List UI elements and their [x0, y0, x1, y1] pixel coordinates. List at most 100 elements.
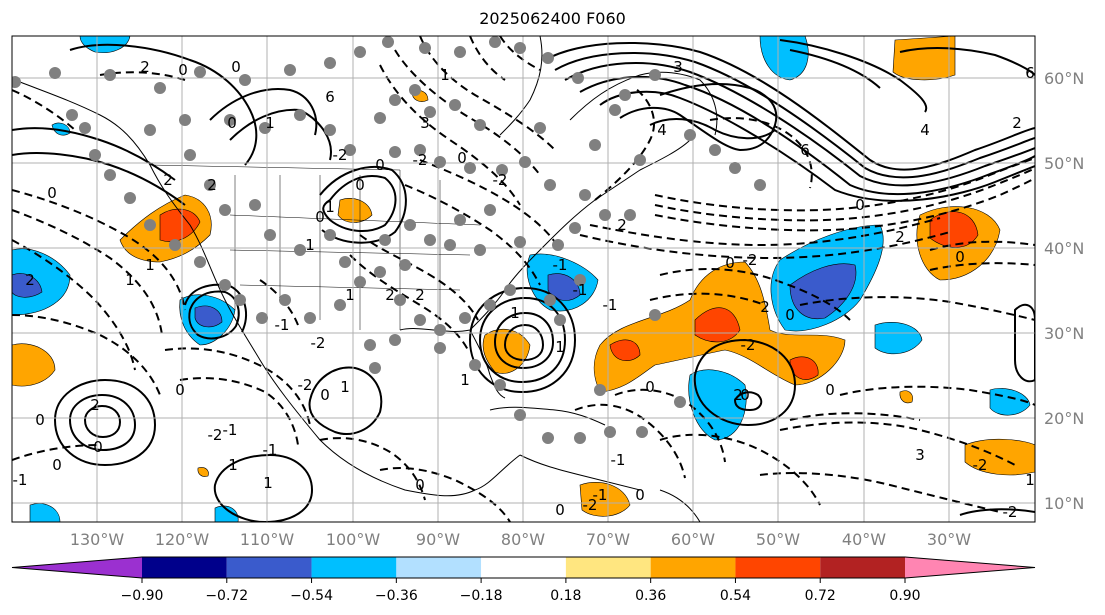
lon-label: 130°W	[70, 530, 125, 549]
station-dot	[104, 169, 116, 181]
contour-label: 0	[178, 61, 188, 79]
contour-label: -2	[493, 171, 508, 189]
station-dot	[334, 299, 346, 311]
station-dot	[219, 204, 231, 216]
contour-label: 2	[207, 176, 217, 194]
contour-label: 1	[325, 198, 335, 216]
colorbar-segment	[650, 557, 736, 578]
colorbar-label: −0.90	[121, 588, 164, 604]
station-dot	[104, 69, 116, 81]
contour-label: 1	[305, 236, 315, 254]
contour-label: 0	[635, 486, 645, 504]
contour-label: -2	[973, 456, 988, 474]
station-dot	[382, 36, 394, 48]
contour-label: -1	[573, 281, 588, 299]
red-core-west-us	[159, 208, 201, 242]
dashed-contours	[12, 36, 1035, 522]
station-dot	[304, 312, 316, 324]
contour-label: 3	[915, 446, 925, 464]
contour-label: 3	[420, 114, 430, 132]
contour-label: 0	[52, 456, 62, 474]
station-dot	[399, 259, 411, 271]
contour-label: 3	[673, 58, 683, 76]
station-dot	[599, 209, 611, 221]
contour-label: -2	[298, 376, 313, 394]
contour-label: -2	[311, 334, 326, 352]
station-dot	[474, 244, 486, 256]
contour-label: 0	[375, 156, 385, 174]
station-dot	[489, 36, 501, 48]
lon-label: 30°W	[927, 530, 971, 549]
station-dot	[374, 266, 386, 278]
contour-label: -2	[741, 336, 756, 354]
station-dot	[324, 57, 336, 69]
station-dot	[256, 312, 268, 324]
lon-label: 40°W	[842, 530, 886, 549]
station-dot	[484, 204, 496, 216]
station-dot	[484, 299, 496, 311]
contour-label: -2	[743, 251, 758, 269]
station-dot	[469, 359, 481, 371]
station-dot	[249, 199, 261, 211]
colorbar-label: 0.18	[550, 588, 581, 604]
station-dot	[264, 229, 276, 241]
lat-label: 20°N	[1044, 409, 1084, 428]
station-dot	[369, 362, 381, 374]
contour-label: 0	[457, 149, 467, 167]
station-dot	[684, 129, 696, 141]
contour-label: 1	[145, 256, 155, 274]
map-frame	[11, 35, 1036, 523]
blue-anomaly-central-atlantic	[874, 321, 923, 355]
station-dot	[194, 66, 206, 78]
blue-anomaly-west-coast	[51, 122, 71, 136]
contour-label: 6	[800, 141, 810, 159]
contour-label: 1	[125, 271, 135, 289]
contour-label: 1	[555, 338, 565, 356]
station-dot	[634, 154, 646, 166]
station-dot	[414, 144, 426, 156]
station-dot	[494, 379, 506, 391]
station-dot	[404, 219, 416, 231]
orange-anomaly-small-se	[899, 390, 913, 404]
colorbar-label: −0.54	[290, 588, 333, 604]
contour-label: 0	[320, 386, 330, 404]
station-dot	[389, 334, 401, 346]
lat-label: 10°N	[1044, 494, 1084, 513]
colorbar-label: −0.72	[205, 588, 248, 604]
lon-label: 110°W	[240, 530, 295, 549]
contour-label: 0	[645, 378, 655, 396]
colorbar-label: 0.54	[720, 588, 751, 604]
station-dot	[324, 124, 336, 136]
station-dot	[284, 64, 296, 76]
colorbar-label: −0.18	[460, 588, 503, 604]
blue-anomaly-labrador	[759, 36, 809, 81]
station-dot	[339, 256, 351, 268]
station-dot	[354, 276, 366, 288]
station-dot	[239, 74, 251, 86]
colorbar-segment	[311, 557, 397, 578]
station-dot	[754, 179, 766, 191]
contour-label: 4	[920, 121, 930, 139]
station-dot	[519, 156, 531, 168]
station-dot	[434, 324, 446, 336]
station-dot	[124, 192, 136, 204]
colorbar-segment	[142, 557, 227, 578]
latitude-labels: 60°N 50°N 40°N 30°N 20°N 10°N	[1044, 69, 1084, 513]
contour-label: -2	[413, 151, 428, 169]
station-dot	[374, 112, 386, 124]
station-dot	[12, 76, 21, 88]
station-dot	[354, 46, 366, 58]
station-dot	[544, 179, 556, 191]
contour-label: 0	[315, 208, 325, 226]
station-dot	[394, 294, 406, 306]
station-dot	[294, 109, 306, 121]
station-dot	[464, 162, 476, 174]
contour-label: 1	[228, 456, 238, 474]
station-dot	[609, 104, 621, 116]
station-dot	[79, 122, 91, 134]
contour-label: 6	[1025, 64, 1035, 82]
station-dot	[224, 114, 236, 126]
colorbar-label: 0.90	[889, 588, 920, 604]
station-dot	[424, 234, 436, 246]
